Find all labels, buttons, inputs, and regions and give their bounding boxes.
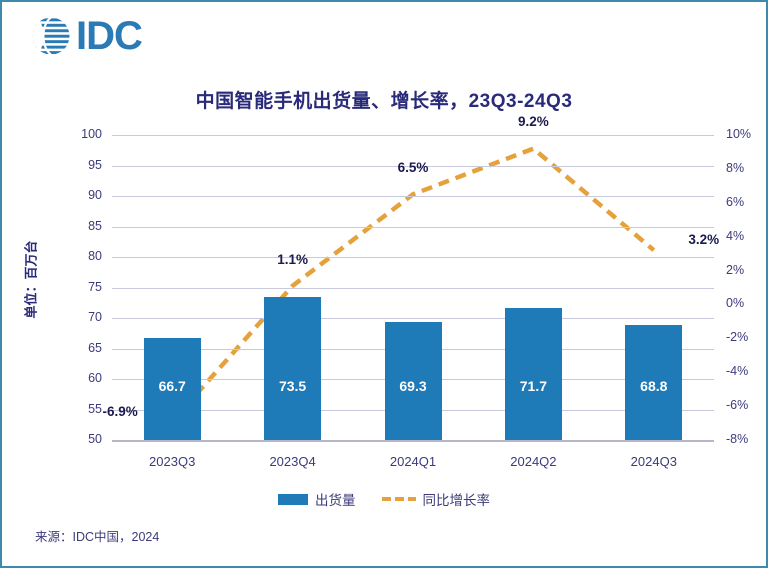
- y-axis-unit-label: 单位：百万台: [23, 240, 39, 319]
- y-axis-tick-label: 95: [88, 157, 102, 172]
- bar-value-label: 71.7: [519, 378, 548, 394]
- y2-axis-tick-label: 8%: [726, 160, 745, 175]
- gridline: [112, 318, 714, 319]
- bar-value-label: 66.7: [158, 378, 186, 394]
- y-axis-tick-label: 75: [88, 279, 102, 294]
- gridline: [112, 288, 714, 289]
- growth-rate-point-label: 9.2%: [518, 113, 549, 129]
- legend-line-label: 同比增长率: [422, 493, 491, 508]
- x-axis-line: [112, 440, 714, 442]
- x-axis-category-label: 2024Q3: [630, 454, 677, 469]
- legend-item-growth-rate: 同比增长率: [381, 489, 491, 509]
- gridline: [112, 257, 714, 258]
- y-axis-tick-label: 80: [88, 249, 102, 263]
- growth-rate-point-label: -6.9%: [102, 404, 138, 420]
- y2-axis-tick-label: -8%: [726, 432, 749, 446]
- y2-axis-tick-label: -4%: [726, 364, 749, 379]
- x-axis-category-label: 2024Q2: [510, 454, 557, 469]
- y2-axis-tick-label: 4%: [726, 228, 745, 243]
- y2-axis-tick-label: 0%: [726, 296, 745, 311]
- growth-rate-point-label: 6.5%: [397, 160, 429, 176]
- legend-bar-swatch: [278, 493, 308, 505]
- y-axis-tick-label: 85: [88, 218, 102, 233]
- y-axis-tick-label: 55: [88, 401, 102, 416]
- y2-axis-tick-label: 10%: [726, 127, 752, 141]
- bar-2024q3: [625, 325, 683, 440]
- bar-2023q4: [264, 296, 322, 440]
- chart-legend: 出货量 同比增长率: [2, 489, 766, 509]
- idc-globe-icon: [32, 16, 70, 56]
- idc-logo: IDC: [30, 14, 143, 58]
- bar-2023q3: [143, 338, 201, 440]
- gridline: [112, 166, 714, 167]
- growth-rate-point-label: 3.2%: [688, 232, 720, 248]
- y2-axis-tick-label: 6%: [726, 194, 745, 209]
- chart-title: 中国智能手机出货量、增长率，23Q3-24Q3: [195, 91, 573, 112]
- gridline: [112, 196, 714, 197]
- x-axis-category-label: 2024Q1: [389, 454, 437, 469]
- y2-axis-tick-label: -6%: [726, 398, 749, 413]
- y-axis-tick-label: 65: [88, 340, 102, 355]
- x-axis-category-label: 2023Q4: [269, 454, 316, 469]
- idc-logo-text: IDC: [76, 14, 143, 58]
- bar-value-label: 69.3: [399, 378, 427, 394]
- legend-item-shipments: 出货量: [278, 489, 356, 509]
- legend-bar-label: 出货量: [315, 493, 356, 508]
- legend-line-swatch: [381, 497, 416, 501]
- bar-value-label: 73.5: [278, 378, 307, 394]
- gridline: [112, 227, 714, 228]
- bar-value-label: 68.8: [640, 378, 668, 394]
- bar-2024q2: [504, 307, 562, 440]
- y2-axis-tick-label: -2%: [726, 330, 749, 345]
- y2-axis-tick-label: 2%: [726, 262, 745, 277]
- growth-rate-point-label: 1.1%: [277, 251, 308, 267]
- source-note: 来源：IDC中国，2024: [35, 530, 160, 544]
- bar-2024q1: [384, 322, 442, 440]
- y-axis-tick-label: 70: [88, 310, 102, 324]
- gridline: [112, 135, 714, 136]
- y-axis-tick-label: 60: [88, 371, 102, 385]
- y-axis-tick-label: 50: [88, 432, 102, 446]
- x-axis-category-label: 2023Q3: [149, 454, 196, 469]
- y-axis-tick-label: 90: [88, 188, 102, 202]
- y-axis-tick-label: 100: [81, 127, 102, 141]
